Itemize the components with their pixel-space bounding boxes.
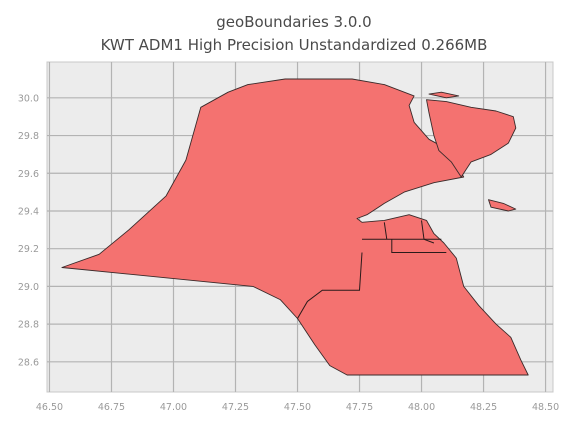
failaka-island-polygon [488,199,517,212]
y-tick-label: 29.6 [18,169,39,180]
x-tick-label: 48.00 [408,402,435,413]
x-tick-label: 47.00 [160,402,187,413]
admin-borders [297,220,447,319]
y-axis-ticks: 30.0 29.8 29.6 29.4 29.2 29.0 28.8 28.6 [18,93,39,368]
admin-border-3 [423,238,435,244]
x-tick-label: 47.25 [222,402,249,413]
x-tick-label: 48.50 [532,402,559,413]
bubiyan-island-polygon [426,99,517,178]
admin-border-1 [383,222,388,240]
map-title: geoBoundaries 3.0.0 [216,13,371,31]
region-polygons [61,78,529,376]
y-tick-label: 29.8 [18,131,39,142]
x-tick-label: 46.50 [36,402,63,413]
x-tick-label: 46.75 [98,402,125,413]
x-tick-label: 47.75 [346,402,373,413]
y-tick-label: 29.4 [18,206,39,217]
admin-border-2 [421,220,425,240]
y-tick-label: 28.8 [18,320,39,331]
x-tick-label: 48.25 [470,402,497,413]
warbah-island-polygon [428,91,460,99]
y-tick-label: 29.0 [18,282,39,293]
x-tick-label: 47.50 [284,402,311,413]
y-tick-label: 30.0 [18,93,39,104]
mainland-polygon [61,78,529,376]
y-tick-label: 29.2 [18,244,39,255]
y-tick-label: 28.6 [18,357,39,368]
admin-border-4 [391,239,447,253]
admin-border-5 [297,252,363,319]
x-axis-ticks: 46.50 46.75 47.00 47.25 47.50 47.75 48.00 48.25… [36,402,559,413]
map-subtitle: KWT ADM1 High Precision Unstandardized 0… [101,36,488,54]
